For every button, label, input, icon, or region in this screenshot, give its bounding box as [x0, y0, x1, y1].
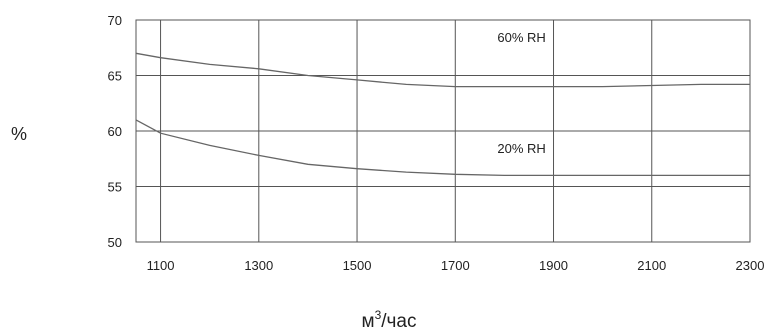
x-axis-label-superscript: 3	[375, 308, 382, 322]
series-line	[135, 52, 750, 88]
y-tick-label: 65	[108, 69, 122, 84]
y-tick-label: 70	[108, 13, 122, 28]
x-tick-label: 1100	[147, 258, 175, 273]
y-axis-ticks: 50 55 60 65 70	[108, 13, 122, 250]
x-axis-label-suffix: /час	[381, 311, 416, 332]
x-tick-label: 2100	[637, 258, 666, 273]
x-axis-label: м3/час	[362, 308, 417, 332]
x-tick-label: 1700	[441, 258, 470, 273]
x-tick-label: 1500	[343, 258, 372, 273]
series-line	[135, 119, 750, 177]
grid	[136, 19, 751, 243]
x-tick-label: 1300	[244, 258, 273, 273]
series-label: 60% RH	[497, 30, 545, 45]
x-axis-label-base: м	[362, 311, 375, 332]
y-tick-label: 50	[108, 235, 122, 250]
series-label: 20% RH	[497, 141, 545, 156]
plot-frame	[135, 19, 751, 243]
x-tick-label: 1900	[539, 258, 568, 273]
y-axis-label: %	[11, 124, 27, 144]
x-axis-ticks: 1100 1300 1500 1700 1900 2100 2300	[147, 258, 765, 273]
x-tick-label: 2300	[736, 258, 765, 273]
series-group: 60% RH 20% RH	[135, 30, 750, 177]
y-tick-label: 60	[108, 124, 122, 139]
y-tick-label: 55	[108, 180, 122, 195]
